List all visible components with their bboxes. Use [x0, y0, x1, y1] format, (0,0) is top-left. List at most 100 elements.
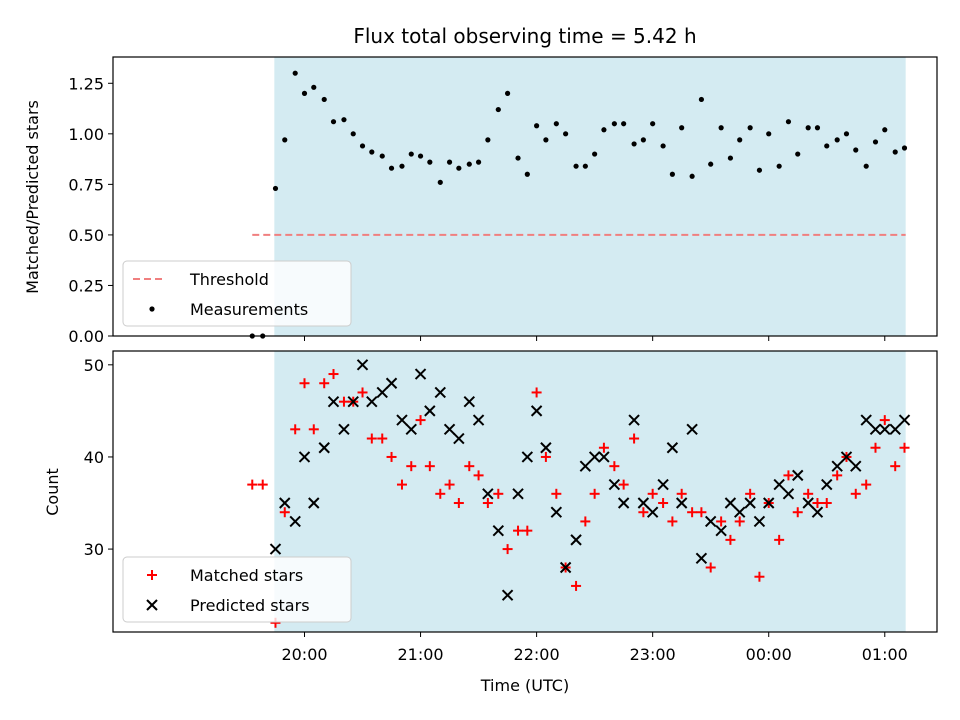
- x-tick-label: 21:00: [397, 645, 443, 664]
- matched-stars-point: [247, 479, 258, 490]
- matched-stars-point: [850, 488, 861, 499]
- measurements-point: [321, 96, 327, 103]
- predicted-stars-point: [850, 460, 862, 472]
- matched-stars-point: [774, 534, 785, 545]
- measurements-point: [301, 90, 308, 96]
- y-tick-label: 0.25: [68, 276, 104, 295]
- x-stroke-b: [269, 543, 282, 555]
- matched-stars-point: [832, 470, 843, 481]
- measurements-point: [892, 149, 898, 155]
- x-stroke-b: [559, 561, 572, 574]
- y-tick-label: 0.00: [68, 327, 104, 346]
- measurements-point: [640, 137, 646, 143]
- y-tick-label: 0.75: [68, 175, 104, 194]
- x-stroke-b: [773, 478, 785, 491]
- matched-stars-point: [716, 516, 727, 527]
- x-stroke-b: [550, 506, 563, 518]
- y-tick-label: 30: [84, 540, 104, 559]
- predicted-stars-point: [579, 460, 592, 472]
- measurements-point: [573, 163, 579, 169]
- x-stroke-b: [715, 524, 727, 537]
- measurements-point: [756, 167, 763, 173]
- x-stroke-b: [608, 478, 621, 491]
- count-panel: 30 40 50 20:00 21:00 22:00 23:00 00:00 01:00 Matc…: [84, 350, 938, 664]
- x-stroke-b: [763, 497, 775, 509]
- x-stroke-b: [414, 368, 427, 380]
- predicted-stars-point: [472, 414, 485, 426]
- x-stroke-b: [637, 497, 650, 509]
- predicted-stars-point: [492, 524, 505, 537]
- y-tick-label: 40: [84, 448, 104, 467]
- x-stroke-b: [501, 589, 514, 601]
- x-stroke-b: [889, 423, 901, 436]
- predicted-stars-point: [879, 423, 891, 436]
- predicted-stars-point: [279, 497, 291, 509]
- matched-stars-point: [870, 442, 881, 453]
- predicted-stars-point: [376, 386, 388, 399]
- measurements-point: [272, 185, 279, 192]
- observing-span: [274, 351, 906, 632]
- x-stroke-b: [695, 552, 708, 565]
- predicted-stars-point: [598, 451, 610, 463]
- x-tick-label: 01:00: [862, 645, 908, 664]
- x-stroke-b: [657, 478, 669, 491]
- x-stroke-b: [376, 386, 388, 399]
- predicted-stars-point: [588, 451, 601, 463]
- measurements-point: [515, 155, 521, 161]
- legend-label: Predicted stars: [190, 596, 310, 615]
- x-stroke-b: [327, 395, 340, 408]
- measurements-point: [475, 159, 482, 165]
- matched-stars-point: [531, 387, 542, 398]
- matched-stars-point: [696, 507, 707, 518]
- predicted-stars-point: [898, 414, 911, 426]
- matched-stars-point: [328, 369, 339, 380]
- matched-stars-point: [618, 479, 629, 490]
- measurements-point: [814, 125, 821, 131]
- predicted-stars-point: [724, 497, 737, 509]
- matched-stars-point: [386, 451, 397, 462]
- x-stroke-b: [521, 451, 534, 463]
- measurements-point: [843, 131, 850, 137]
- predicted-stars-point: [811, 506, 824, 518]
- x-stroke-b: [579, 460, 592, 472]
- x-stroke-b: [792, 469, 804, 482]
- x-stroke-b: [598, 451, 610, 463]
- legend-measurements-swatch: [149, 306, 155, 312]
- legend-label: Measurements: [190, 300, 308, 319]
- measurements-point: [785, 119, 792, 125]
- measurements-point: [427, 159, 433, 165]
- measurements-point: [805, 125, 811, 131]
- legend: Matched stars Predicted stars: [122, 556, 352, 623]
- x-stroke-b: [308, 497, 320, 509]
- measurements-point: [399, 163, 405, 169]
- predicted-stars-point: [744, 497, 756, 509]
- legend-box: [122, 556, 352, 623]
- x-stroke-b: [733, 506, 746, 518]
- predicted-stars-point: [733, 506, 746, 518]
- measurements-point: [660, 143, 666, 149]
- x-stroke-b: [279, 497, 291, 509]
- x-tick-label: 23:00: [630, 645, 676, 664]
- matched-stars-point: [725, 534, 736, 545]
- predicted-stars-point: [782, 488, 795, 500]
- predicted-stars-point: [889, 423, 901, 436]
- predicted-stars-point: [356, 359, 369, 371]
- predicted-stars-point: [608, 478, 621, 491]
- x-stroke-b: [338, 423, 350, 436]
- matched-stars-point: [890, 461, 901, 472]
- predicted-stars-point: [414, 368, 427, 380]
- predicted-stars-point: [347, 395, 359, 408]
- predicted-stars-point: [453, 432, 465, 445]
- measurements-point: [718, 125, 724, 131]
- predicted-stars-point: [570, 534, 582, 546]
- x-stroke-b: [811, 506, 824, 518]
- x-stroke-b: [540, 442, 552, 454]
- predicted-stars-point: [773, 478, 785, 491]
- predicted-stars-point: [802, 497, 814, 509]
- predicted-stars-point: [434, 386, 446, 399]
- measurements-point: [359, 143, 366, 149]
- y-tick-label: 50: [84, 356, 104, 375]
- matched-stars-point: [609, 461, 620, 472]
- x-stroke-b: [704, 515, 717, 528]
